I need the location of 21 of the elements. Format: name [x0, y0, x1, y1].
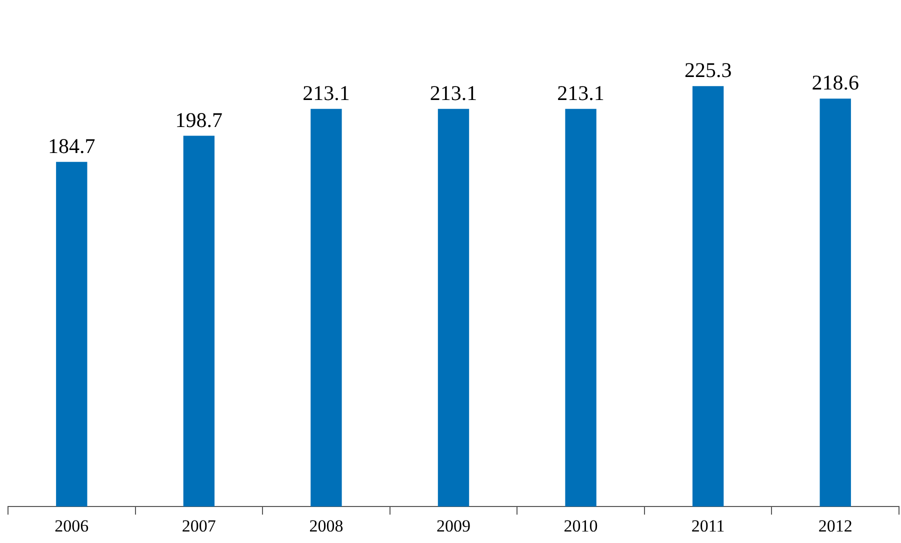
x-tick-label: 2007 — [182, 516, 216, 536]
x-tick-label: 2009 — [436, 516, 470, 536]
data-label: 213.1 — [557, 80, 604, 105]
x-tick-label: 2010 — [564, 516, 598, 536]
x-tick-label: 2012 — [818, 516, 852, 536]
bar — [56, 162, 88, 507]
data-label: 213.1 — [302, 80, 350, 105]
bar — [310, 108, 342, 507]
data-label: 225.3 — [684, 58, 732, 82]
bar — [183, 136, 215, 507]
bar — [565, 108, 596, 507]
x-tick-label: 2011 — [691, 516, 725, 536]
data-label: 198.7 — [175, 108, 223, 132]
x-tick-label: 2006 — [54, 516, 89, 536]
x-tick-label: 2008 — [309, 516, 344, 536]
data-label: 218.6 — [812, 70, 859, 95]
data-label: 184.7 — [48, 134, 96, 158]
bar — [820, 98, 851, 507]
data-label: 213.1 — [430, 80, 478, 105]
bar — [438, 108, 470, 507]
bar — [692, 86, 724, 507]
